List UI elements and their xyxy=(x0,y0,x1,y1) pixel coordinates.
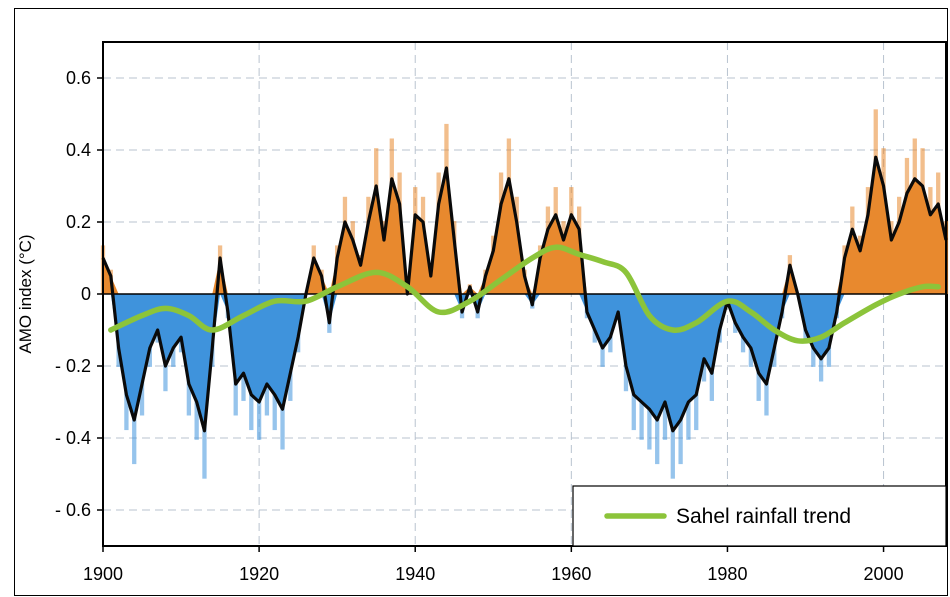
y-tick-label: 0.6 xyxy=(66,68,91,88)
x-tick-label: 2000 xyxy=(864,564,904,584)
x-tick-label: 1900 xyxy=(83,564,123,584)
amo-smoothed-line xyxy=(101,155,948,433)
chart-frame xyxy=(14,8,948,596)
legend-label-sahel: Sahel rainfall trend xyxy=(676,505,851,528)
sahel-trend-line xyxy=(108,244,941,344)
negative-area xyxy=(103,294,946,431)
y-tick-label: 0.2 xyxy=(66,212,91,232)
y-tick-label: - 0.6 xyxy=(55,500,91,520)
y-axis-label: AMO index (°C) xyxy=(16,234,35,353)
y-axis-ticks: 0.6 0.4 0.2 0 - 0.2 - 0.4 - 0.6 xyxy=(55,68,103,520)
x-axis-ticks: 1900 1920 1940 1960 1980 2000 xyxy=(83,546,904,584)
x-tick-label: 1960 xyxy=(551,564,591,584)
x-tick-label: 1920 xyxy=(239,564,279,584)
y-tick-label: - 0.4 xyxy=(55,428,91,448)
x-tick-label: 1940 xyxy=(395,564,435,584)
x-tick-label: 1980 xyxy=(707,564,747,584)
y-tick-label: - 0.2 xyxy=(55,356,91,376)
legend: Sahel rainfall trend xyxy=(572,485,947,547)
y-tick-label: 0.4 xyxy=(66,140,91,160)
y-tick-label: 0 xyxy=(81,284,91,304)
